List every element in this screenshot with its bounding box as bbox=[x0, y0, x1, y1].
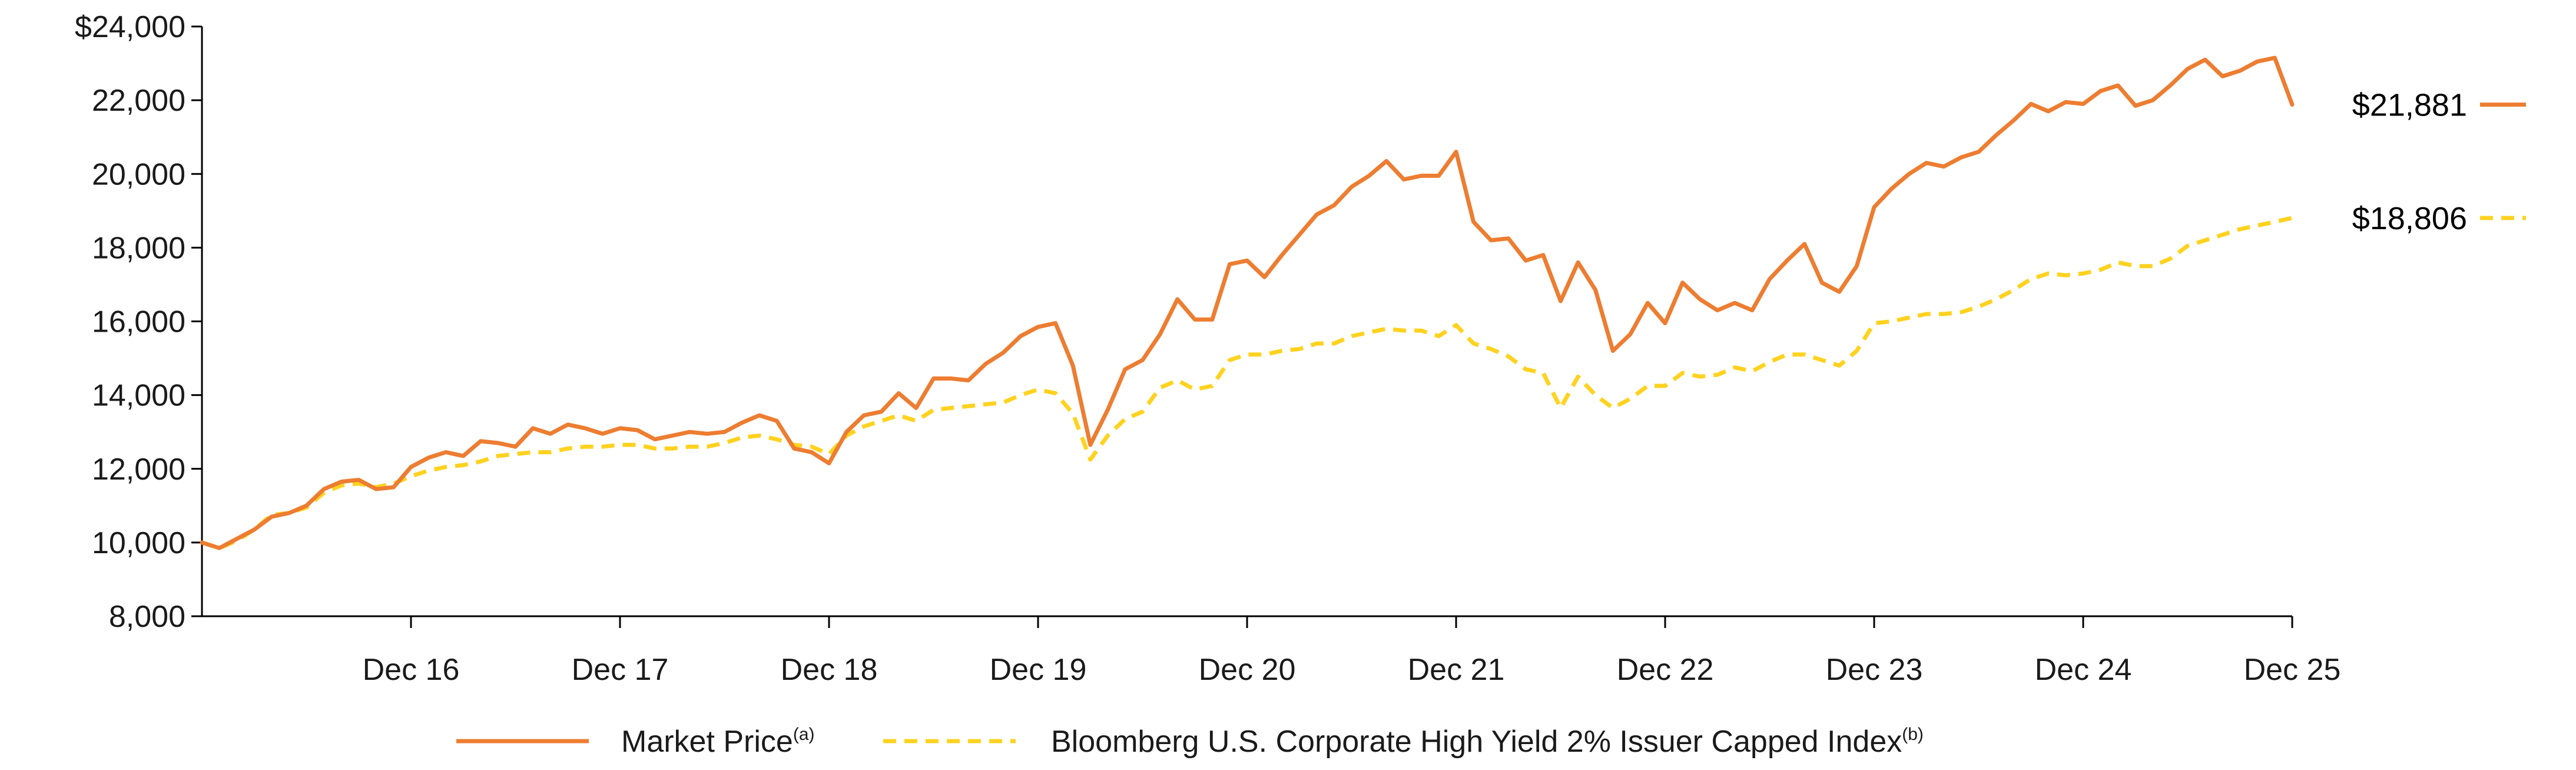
x-tick-label: Dec 18 bbox=[781, 653, 878, 687]
x-tick-label: Dec 23 bbox=[1826, 653, 1923, 687]
x-tick-label: Dec 21 bbox=[1408, 653, 1505, 687]
legend-footnote-marker: (b) bbox=[1902, 725, 1924, 744]
legend-label: Market Price(a) bbox=[621, 725, 815, 759]
y-tick-label: $24,000 bbox=[75, 10, 185, 44]
y-tick-label: 20,000 bbox=[92, 157, 185, 191]
y-tick-label: 10,000 bbox=[92, 526, 185, 560]
y-tick-label: 16,000 bbox=[92, 305, 185, 339]
y-tick-label: 14,000 bbox=[92, 379, 185, 413]
series-line-market-price bbox=[200, 55, 2295, 550]
end-value-label: $18,806 bbox=[2352, 201, 2467, 236]
legend: Market Price(a) Bloomberg U.S. Corporate … bbox=[456, 725, 1924, 759]
x-tick-label: Dec 16 bbox=[363, 653, 460, 687]
x-tick-label: Dec 24 bbox=[2035, 653, 2132, 687]
end-value-label: $21,881 bbox=[2352, 88, 2467, 123]
x-tick-label: Dec 20 bbox=[1199, 653, 1296, 687]
y-tick-label: 22,000 bbox=[92, 84, 185, 118]
y-tick-label: 18,000 bbox=[92, 231, 185, 265]
x-tick-label: Dec 17 bbox=[572, 653, 669, 687]
axes: 8,000 10,000 12,000 14,000 16,000 18,000 20,00… bbox=[75, 10, 2340, 687]
x-tick-label: Dec 22 bbox=[1617, 653, 1714, 687]
series-layer bbox=[200, 55, 2295, 550]
legend-label: Bloomberg U.S. Corporate High Yield 2% I… bbox=[1051, 725, 1924, 759]
series-line-bloomberg-index bbox=[201, 216, 2293, 550]
end-labels: $21,881 $18,806 bbox=[2352, 88, 2526, 236]
legend-footnote-marker: (a) bbox=[793, 725, 815, 744]
x-tick-label: Dec 25 bbox=[2244, 653, 2341, 687]
x-tick-label: Dec 19 bbox=[990, 653, 1087, 687]
y-tick-label: 8,000 bbox=[109, 600, 185, 634]
y-tick-label: 12,000 bbox=[92, 452, 185, 487]
